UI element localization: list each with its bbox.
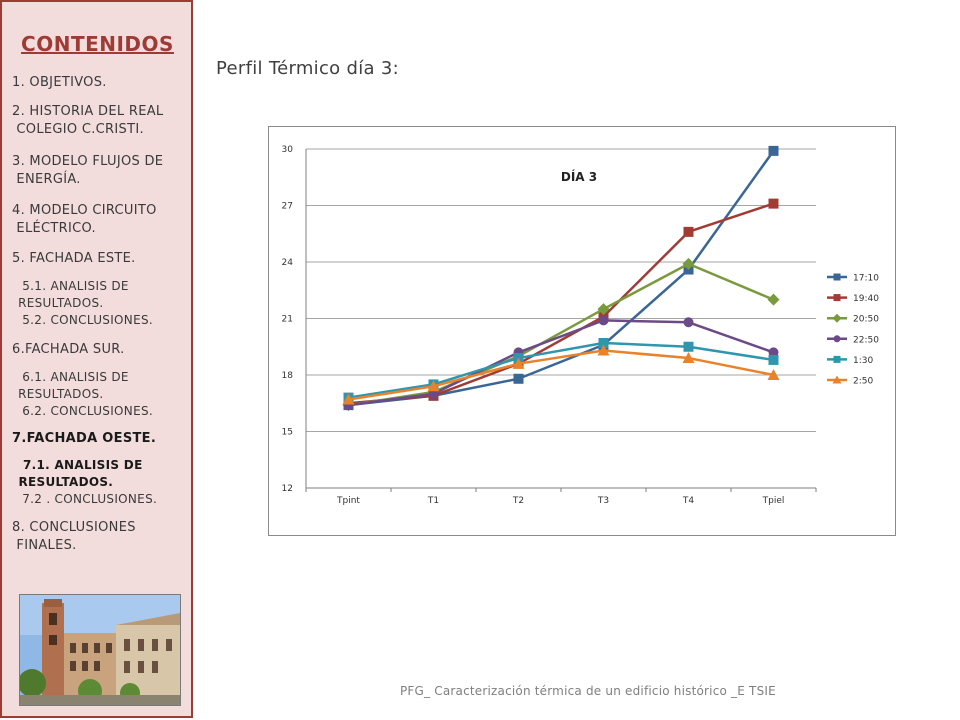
data-point (513, 373, 524, 384)
data-point (682, 352, 695, 364)
x-tick-label: T3 (597, 496, 609, 506)
data-point (683, 317, 694, 328)
data-point (767, 369, 780, 380)
data-point (598, 337, 609, 348)
y-tick-label: 12 (282, 484, 293, 494)
x-tick-label: T1 (427, 496, 439, 506)
y-tick-label: 18 (282, 371, 294, 381)
nav-item-analisis-resultados-oeste[interactable]: 7.1. ANALISIS DE RESULTADOS. (18, 458, 143, 489)
data-point (428, 388, 439, 399)
data-point (768, 198, 779, 209)
series-line-2250 (348, 319, 774, 407)
series-line-1710 (348, 150, 775, 407)
series-line-2050 (348, 262, 774, 407)
legend-label: 20:50 (853, 315, 879, 325)
legend-marker (833, 294, 841, 302)
data-point (427, 380, 440, 392)
chart-title: DÍA 3 (561, 169, 597, 184)
data-point (342, 393, 355, 405)
legend-marker (833, 335, 841, 343)
nav-item-modelo-flujos[interactable]: 3. MODELO FLUJOS DE ENERGÍA. (12, 154, 164, 187)
y-tick-label: 24 (282, 258, 294, 268)
nav-item-objetivos[interactable]: 1. OBJETIVOS. (12, 75, 107, 90)
data-point (597, 303, 610, 316)
y-tick-label: 21 (282, 315, 293, 325)
data-point (768, 145, 779, 156)
legend-label: 19:40 (853, 294, 879, 304)
legend-marker (833, 355, 841, 363)
nav-item-fachada-oeste[interactable]: 7.FACHADA OESTE. (12, 431, 157, 446)
legend-label: 17:10 (853, 274, 879, 284)
data-point (682, 257, 695, 270)
legend-label: 1:30 (853, 356, 873, 366)
data-point (767, 293, 780, 306)
data-point (768, 347, 779, 358)
line-chart: 12 15 18 21 24 27 30 Tpint T1 T2 T3 T4 Tpiel DÍA 3 17:… (282, 145, 880, 506)
x-tick-label: Tpiel (762, 496, 785, 506)
page-title: Perfil Térmico día 3: (216, 58, 400, 79)
data-point (597, 344, 610, 356)
y-tick-label: 15 (282, 428, 293, 438)
nav-item-fachada-sur[interactable]: 6.FACHADA SUR. (12, 342, 125, 357)
nav-item-modelo-circuito[interactable]: 4. MODELO CIRCUITO ELÉCTRICO. (12, 203, 157, 236)
legend-marker (832, 313, 842, 323)
data-point (512, 357, 525, 369)
data-point (598, 315, 609, 326)
series-line-250 (348, 349, 774, 401)
data-point (768, 354, 779, 365)
series-line-1940 (348, 202, 774, 405)
x-tick-label: Tpint (336, 496, 360, 506)
chart-frame: 12 15 18 21 24 27 30 Tpint T1 T2 T3 T4 Tpiel DÍA 3 17:… (268, 126, 896, 536)
sidebar-title: CONTENIDOS (21, 32, 174, 56)
y-tick-label: 27 (282, 202, 293, 212)
series-line-130 (348, 341, 774, 399)
nav-item-conclusiones-finales[interactable]: 8. CONCLUSIONES FINALES. (12, 520, 136, 553)
y-tick-label: 30 (282, 145, 294, 155)
x-tick-label: T2 (512, 496, 524, 506)
sidebar: CONTENIDOS 1. OBJETIVOS. 2. HISTORIA DEL… (0, 0, 193, 718)
legend-marker (833, 273, 841, 281)
legend-label: 2:50 (853, 377, 873, 387)
nav-item-fachada-este[interactable]: 5. FACHADA ESTE. (12, 251, 136, 266)
data-point (683, 341, 694, 352)
nav-item-fachada-sur-sub[interactable]: 6.1. ANALISIS DE RESULTADOS. 6.2. CONCLU… (18, 370, 153, 418)
nav-item-historia[interactable]: 2. HISTORIA DEL REAL COLEGIO C.CRISTI. (12, 104, 164, 137)
footer-text: PFG_ Caracterización térmica de un edifi… (400, 684, 776, 698)
legend-label: 22:50 (853, 335, 879, 345)
x-tick-label: T4 (682, 496, 694, 506)
legend-marker (832, 375, 842, 384)
nav-item-fachada-este-sub[interactable]: 5.1. ANALISIS DE RESULTADOS. 5.2. CONCLU… (18, 279, 153, 327)
data-point (683, 226, 694, 237)
nav-item-conclusiones-oeste[interactable]: 7.2 . CONCLUSIONES. (14, 492, 158, 506)
building-photo (19, 594, 181, 706)
